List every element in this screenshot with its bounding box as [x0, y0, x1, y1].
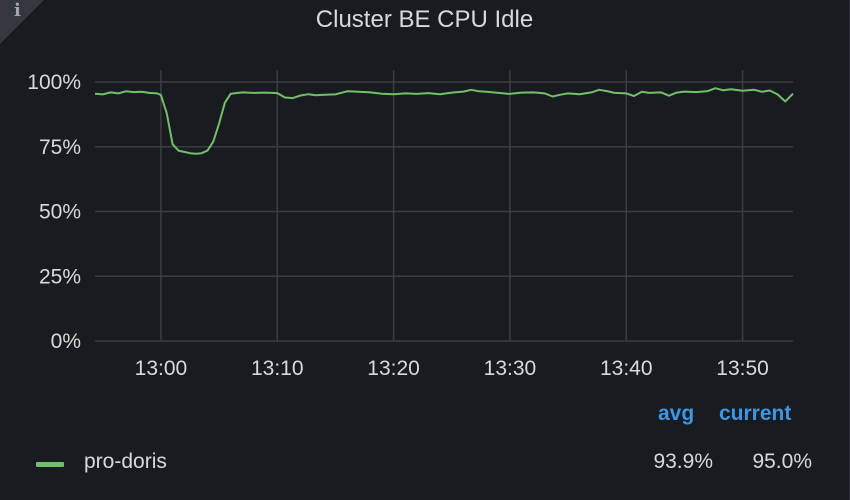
panel-info-corner[interactable]	[0, 0, 44, 44]
legend-avg-value: 93.9%	[653, 450, 713, 473]
legend-header-avg[interactable]: avg	[658, 402, 695, 425]
y-tick-label: 0%	[51, 330, 81, 353]
legend-series-name[interactable]: pro-doris	[84, 450, 167, 473]
legend-item-pro-doris[interactable]: pro-doris 93.9% 95.0%	[0, 448, 850, 478]
x-axis-ticks: 13:00 13:10 13:20 13:30 13:40 13:50	[135, 357, 769, 380]
y-tick-label: 75%	[39, 136, 81, 159]
x-tick-label: 13:40	[600, 357, 653, 380]
series-line-pro-doris	[94, 87, 794, 155]
panel-title[interactable]: Cluster BE CPU Idle	[315, 6, 534, 33]
grid-lines	[95, 70, 793, 342]
series-layer	[94, 87, 794, 155]
y-tick-label: 100%	[27, 71, 81, 94]
y-tick-label: 50%	[39, 201, 81, 224]
x-tick-label: 13:10	[251, 357, 304, 380]
y-tick-label: 25%	[39, 265, 81, 288]
legend-header-current[interactable]: current	[719, 402, 792, 425]
x-tick-label: 13:20	[367, 357, 420, 380]
legend-swatch[interactable]	[36, 462, 64, 467]
y-axis-ticks: 0% 25% 50% 75% 100%	[27, 71, 81, 353]
x-tick-label: 13:30	[484, 357, 537, 380]
x-tick-label: 13:00	[135, 357, 188, 380]
info-icon[interactable]: i	[14, 0, 21, 21]
legend-current-value: 95.0%	[752, 450, 812, 473]
x-tick-label: 13:50	[716, 357, 769, 380]
line-chart: 0% 25% 50% 75% 100% 13:00 13:10 13:20 13:30 13:4…	[27, 70, 794, 380]
